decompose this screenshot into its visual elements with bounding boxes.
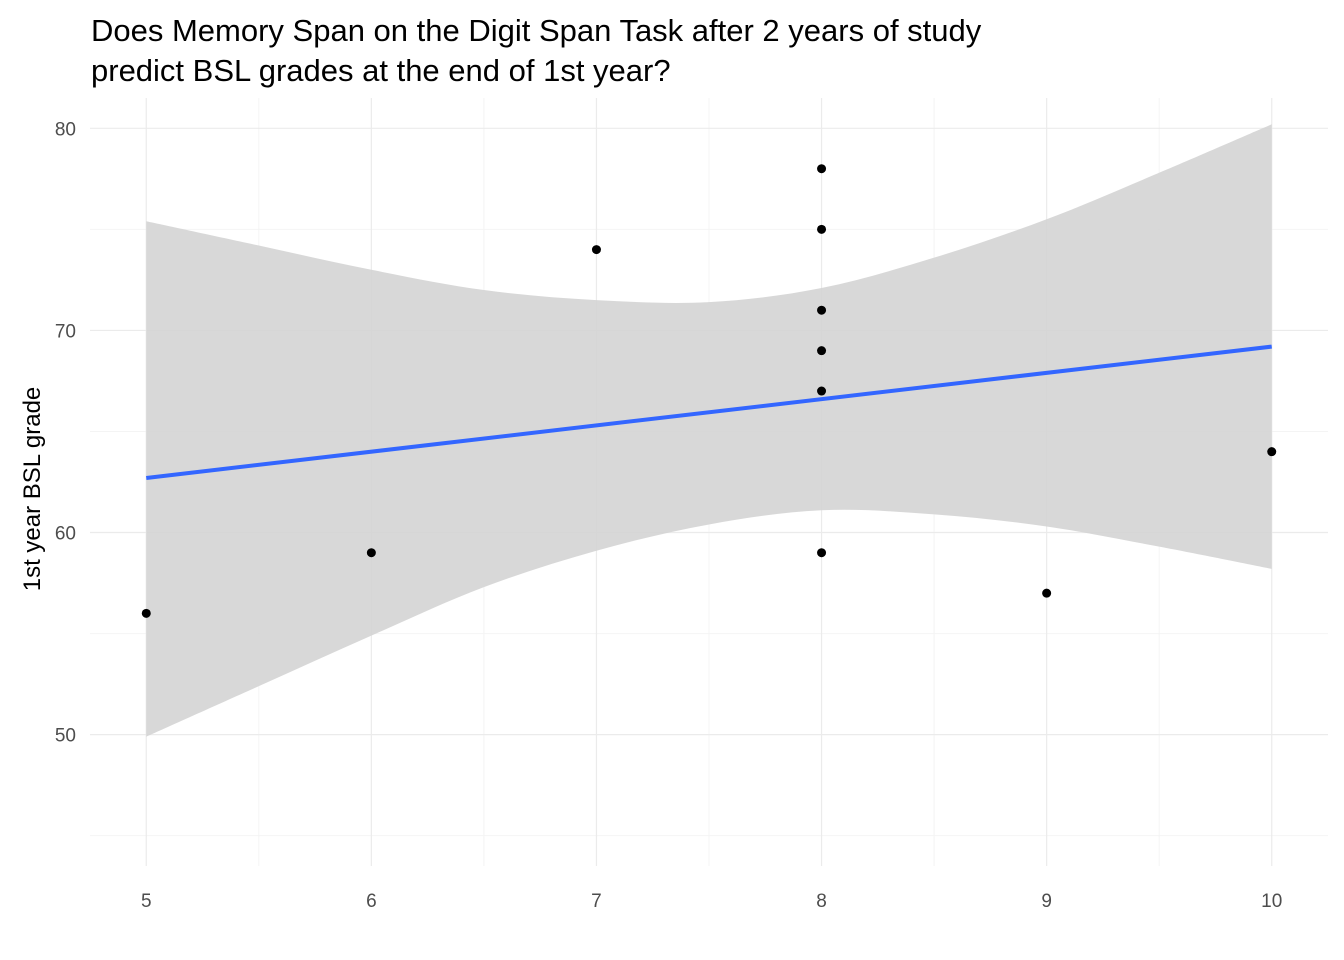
data-point xyxy=(1042,588,1052,598)
x-axis-ticks: 5 6 7 8 9 10 xyxy=(141,891,1282,912)
data-point xyxy=(591,245,601,255)
data-point xyxy=(1267,447,1277,457)
data-point xyxy=(817,346,827,356)
confidence-band xyxy=(146,124,1272,737)
data-point xyxy=(817,548,827,558)
data-point xyxy=(141,608,151,618)
y-tick-label: 60 xyxy=(55,524,76,545)
x-tick-label: 6 xyxy=(366,891,377,912)
confidence-band-layer xyxy=(146,124,1272,737)
data-point xyxy=(817,224,827,234)
data-point xyxy=(366,548,376,558)
chart-title-line-2: predict BSL grades at the end of 1st yea… xyxy=(91,53,671,88)
regression-line xyxy=(146,344,1272,480)
x-tick-label: 8 xyxy=(816,891,827,912)
data-point xyxy=(817,386,827,396)
y-tick-label: 50 xyxy=(55,726,76,747)
x-tick-label: 7 xyxy=(591,891,602,912)
y-tick-label: 80 xyxy=(55,119,76,140)
data-point xyxy=(817,164,827,174)
x-tick-label: 5 xyxy=(141,891,152,912)
chart-title-line-1: Does Memory Span on the Digit Span Task … xyxy=(91,13,982,48)
y-tick-label: 70 xyxy=(55,321,76,342)
data-points xyxy=(141,164,1277,618)
x-tick-label: 9 xyxy=(1041,891,1052,912)
y-axis-ticks: 50 60 70 80 xyxy=(55,119,76,746)
x-tick-label: 10 xyxy=(1261,891,1282,912)
data-point xyxy=(817,305,827,315)
fit-line-layer xyxy=(146,344,1272,480)
y-axis-label: 1st year BSL grade xyxy=(19,387,46,592)
